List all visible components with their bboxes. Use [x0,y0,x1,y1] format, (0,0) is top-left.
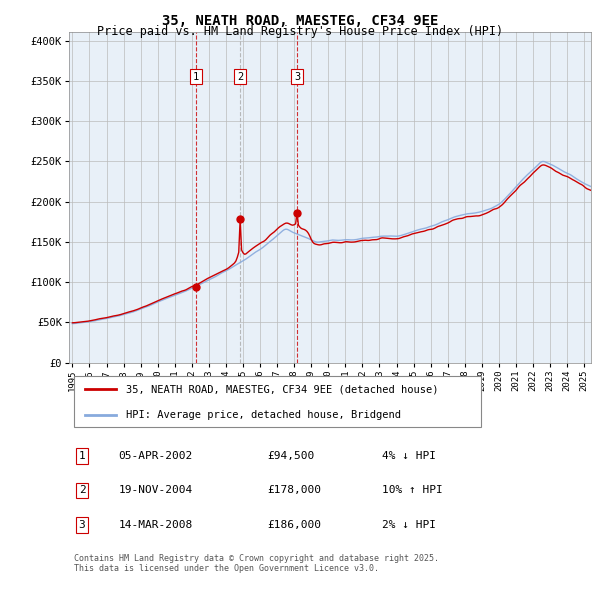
Text: 14-MAR-2008: 14-MAR-2008 [119,520,193,530]
Text: Price paid vs. HM Land Registry's House Price Index (HPI): Price paid vs. HM Land Registry's House … [97,25,503,38]
Text: 2: 2 [79,486,85,496]
Text: £178,000: £178,000 [268,486,322,496]
Text: Contains HM Land Registry data © Crown copyright and database right 2025.
This d: Contains HM Land Registry data © Crown c… [74,554,439,573]
Text: 35, NEATH ROAD, MAESTEG, CF34 9EE: 35, NEATH ROAD, MAESTEG, CF34 9EE [162,14,438,28]
Text: 1: 1 [79,451,85,461]
Text: 4% ↓ HPI: 4% ↓ HPI [382,451,436,461]
Text: 19-NOV-2004: 19-NOV-2004 [119,486,193,496]
Text: HPI: Average price, detached house, Bridgend: HPI: Average price, detached house, Brid… [127,409,401,419]
Text: £94,500: £94,500 [268,451,314,461]
Text: 1: 1 [193,72,199,82]
Text: 2: 2 [237,72,243,82]
Text: 35, NEATH ROAD, MAESTEG, CF34 9EE (detached house): 35, NEATH ROAD, MAESTEG, CF34 9EE (detac… [127,385,439,395]
Text: 3: 3 [79,520,85,530]
FancyBboxPatch shape [74,376,481,427]
Text: 2% ↓ HPI: 2% ↓ HPI [382,520,436,530]
Text: 10% ↑ HPI: 10% ↑ HPI [382,486,443,496]
Text: 05-APR-2002: 05-APR-2002 [119,451,193,461]
Text: £186,000: £186,000 [268,520,322,530]
Text: 3: 3 [294,72,300,82]
